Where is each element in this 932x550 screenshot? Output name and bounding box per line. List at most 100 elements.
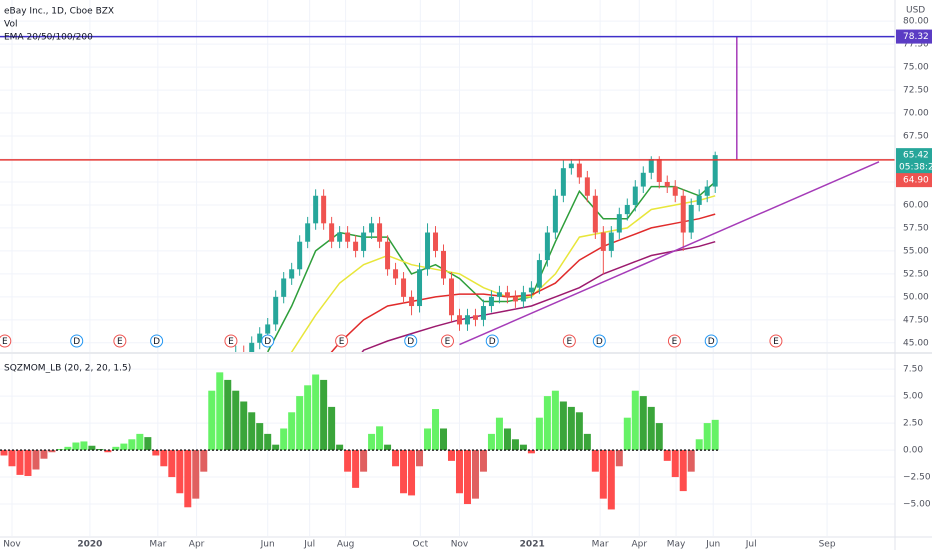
ema-line xyxy=(290,195,716,352)
momentum-bar xyxy=(703,423,711,451)
momentum-bar xyxy=(88,445,96,451)
momentum-bar xyxy=(288,412,296,451)
candle-body xyxy=(361,232,367,251)
momentum-bar xyxy=(591,450,599,472)
momentum-bar xyxy=(400,450,408,494)
candle-body xyxy=(377,223,383,242)
y-tick-label: 45.00 xyxy=(903,338,929,348)
momentum-bar xyxy=(647,406,655,451)
momentum-bar xyxy=(376,426,384,451)
ema-line xyxy=(267,181,716,352)
momentum-bar xyxy=(432,409,440,451)
indicator-title: SQZMOM_LB (20, 2, 20, 1.5) xyxy=(4,364,131,374)
momentum-bar xyxy=(679,450,687,492)
momentum-bar xyxy=(56,448,64,451)
x-tick-label: Mar xyxy=(592,540,609,550)
momentum-bar xyxy=(639,396,647,451)
momentum-bar xyxy=(8,450,16,467)
momentum-bar xyxy=(224,379,232,451)
candle-body xyxy=(249,342,255,352)
x-tick-label: Jul xyxy=(303,540,315,550)
countdown-label: 05:38:21 xyxy=(899,163,932,173)
momentum-bar xyxy=(312,374,320,451)
momentum-bar xyxy=(32,450,40,470)
y-tick-label: 5.00 xyxy=(903,392,923,402)
y-tick-label: 2.50 xyxy=(903,419,923,429)
momentum-bar xyxy=(687,450,695,472)
price-tag xyxy=(896,173,932,188)
event-marker xyxy=(70,334,84,348)
candle-body xyxy=(664,181,670,187)
candle-body xyxy=(536,260,542,288)
y-tick-label: 47.50 xyxy=(903,315,929,325)
candle-body xyxy=(496,292,502,297)
x-tick-label: Mar xyxy=(149,540,166,550)
candle-body xyxy=(656,158,662,182)
momentum-bar xyxy=(416,450,424,467)
candle-body xyxy=(584,177,590,196)
candle-body xyxy=(632,186,638,205)
momentum-bar xyxy=(136,433,144,451)
x-tick-label: 2020 xyxy=(77,540,102,550)
momentum-bar xyxy=(112,446,120,451)
momentum-bar xyxy=(104,450,112,453)
y-tick-label: 60.00 xyxy=(903,200,929,210)
x-tick-label: 2021 xyxy=(520,540,545,550)
momentum-bar xyxy=(296,396,304,451)
momentum-bar xyxy=(559,401,567,451)
event-marker xyxy=(485,334,499,348)
y-tick-label: −5.00 xyxy=(903,500,931,510)
momentum-bar xyxy=(16,450,24,475)
event-marker xyxy=(441,334,454,348)
momentum-bar xyxy=(424,428,432,451)
candle-body xyxy=(608,232,614,251)
momentum-bar xyxy=(463,450,471,505)
candle-body xyxy=(297,241,303,270)
candle-body xyxy=(696,195,702,205)
candle-body xyxy=(417,269,423,307)
momentum-bar xyxy=(527,450,535,454)
event-label: D xyxy=(73,337,80,347)
candle-body xyxy=(433,232,439,251)
event-label: D xyxy=(153,337,160,347)
momentum-bar xyxy=(168,450,176,478)
candle-body xyxy=(616,214,622,233)
candle-body xyxy=(337,232,343,242)
event-marker xyxy=(261,334,275,348)
y-tick-label: 80.00 xyxy=(903,17,929,27)
candle-body xyxy=(488,296,494,307)
momentum-bar xyxy=(519,444,527,451)
y-tick-label: 70.00 xyxy=(903,109,929,119)
event-label: D xyxy=(407,337,414,347)
x-tick-label: Apr xyxy=(189,540,205,550)
candle-body xyxy=(329,223,335,242)
event-label: D xyxy=(596,337,603,347)
candle-body xyxy=(680,195,686,233)
price-tag-label: 78.32 xyxy=(903,32,929,42)
momentum-bar xyxy=(631,390,639,451)
x-tick-label: Apr xyxy=(631,540,647,550)
momentum-bar xyxy=(615,450,623,467)
momentum-bar xyxy=(40,450,48,459)
momentum-bar xyxy=(655,423,663,451)
y-tick-label: −2.50 xyxy=(903,473,931,483)
momentum-bar xyxy=(80,441,88,451)
event-label: E xyxy=(445,337,451,347)
y-tick-label: 77.50 xyxy=(903,40,929,50)
candle-body xyxy=(552,195,558,233)
momentum-bar xyxy=(96,448,104,451)
candle-body xyxy=(520,292,526,302)
candle-body xyxy=(576,163,582,178)
momentum-bar xyxy=(24,450,32,476)
x-tick-label: Jun xyxy=(705,540,720,550)
candle-body xyxy=(409,296,415,307)
candle-body xyxy=(568,163,574,169)
momentum-bar xyxy=(495,417,503,451)
momentum-bar xyxy=(160,450,168,467)
event-label: E xyxy=(228,337,234,347)
momentum-bar xyxy=(551,390,559,451)
momentum-bar xyxy=(72,442,80,451)
candle-body xyxy=(600,232,606,251)
momentum-bar xyxy=(264,433,272,451)
indicator-label: EMA 20/50/100/200 xyxy=(4,33,93,43)
